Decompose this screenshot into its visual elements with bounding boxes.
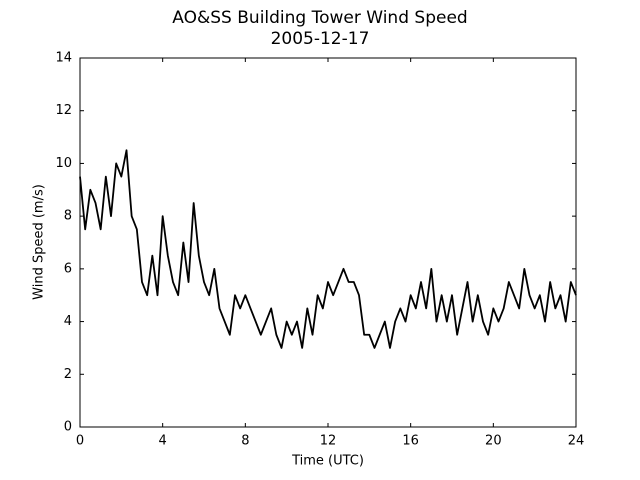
y-tick-label: 4 — [64, 314, 72, 329]
y-tick-label: 0 — [64, 420, 72, 435]
y-tick-label: 6 — [64, 261, 72, 276]
y-tick-label: 8 — [64, 209, 72, 224]
x-tick-label: 4 — [159, 434, 167, 449]
y-axis-label: Wind Speed (m/s) — [32, 184, 47, 300]
x-axis-label: Time (UTC) — [291, 454, 364, 469]
plot-frame — [79, 57, 577, 428]
x-tick-label: 24 — [568, 434, 585, 449]
chart-subtitle: 2005-12-17 — [271, 29, 370, 49]
chart-title: AO&SS Building Tower Wind Speed — [172, 8, 467, 28]
x-tick-label: 20 — [485, 434, 502, 449]
x-tick-label: 16 — [402, 434, 419, 449]
y-tick-label: 12 — [55, 103, 72, 118]
data-line — [79, 149, 577, 349]
x-tick-label: 12 — [320, 434, 337, 449]
x-tick-label: 8 — [241, 434, 249, 449]
y-tick-label: 14 — [55, 51, 72, 66]
y-tick-label: 10 — [55, 156, 72, 171]
x-tick-label: 0 — [76, 434, 84, 449]
y-tick-label: 2 — [64, 367, 72, 382]
